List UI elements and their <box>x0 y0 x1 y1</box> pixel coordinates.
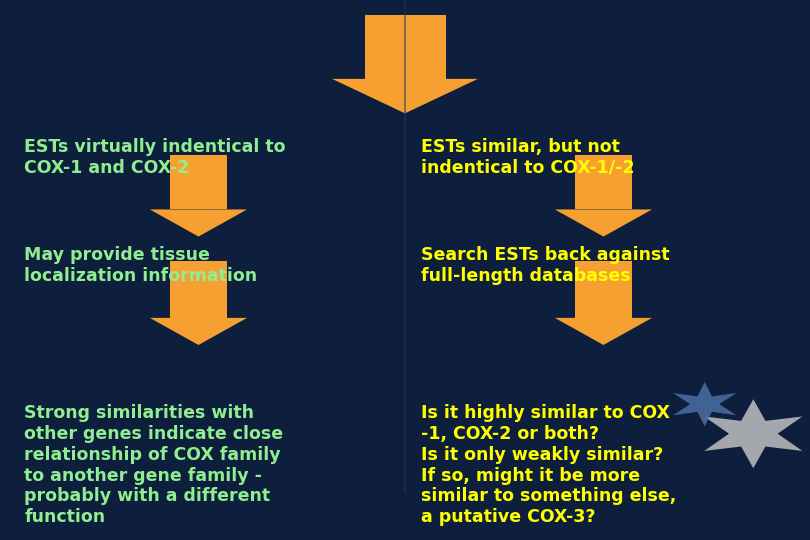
Polygon shape <box>150 210 247 237</box>
Text: May provide tissue
localization information: May provide tissue localization informat… <box>24 246 258 285</box>
Polygon shape <box>555 318 652 345</box>
Text: ESTs similar, but not
indentical to COX-1/-2: ESTs similar, but not indentical to COX-… <box>421 138 635 177</box>
Text: Strong similarities with
other genes indicate close
relationship of COX family
t: Strong similarities with other genes ind… <box>24 404 284 526</box>
FancyBboxPatch shape <box>575 261 632 318</box>
FancyBboxPatch shape <box>170 155 227 210</box>
Polygon shape <box>704 399 803 468</box>
Text: ESTs virtually indentical to
COX-1 and COX-2: ESTs virtually indentical to COX-1 and C… <box>24 138 286 177</box>
Polygon shape <box>673 382 736 426</box>
Polygon shape <box>332 79 478 113</box>
FancyBboxPatch shape <box>364 15 446 79</box>
FancyBboxPatch shape <box>170 261 227 318</box>
Polygon shape <box>555 210 652 237</box>
Text: Search ESTs back against
full-length databases: Search ESTs back against full-length dat… <box>421 246 670 285</box>
Text: Is it highly similar to COX
-1, COX-2 or both?
Is it only weakly similar?
If so,: Is it highly similar to COX -1, COX-2 or… <box>421 404 676 526</box>
FancyBboxPatch shape <box>575 155 632 210</box>
Polygon shape <box>150 318 247 345</box>
